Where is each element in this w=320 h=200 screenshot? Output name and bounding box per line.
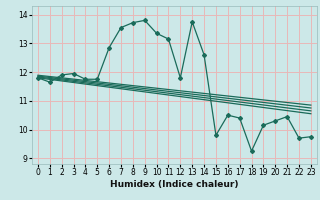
X-axis label: Humidex (Indice chaleur): Humidex (Indice chaleur) <box>110 180 239 189</box>
